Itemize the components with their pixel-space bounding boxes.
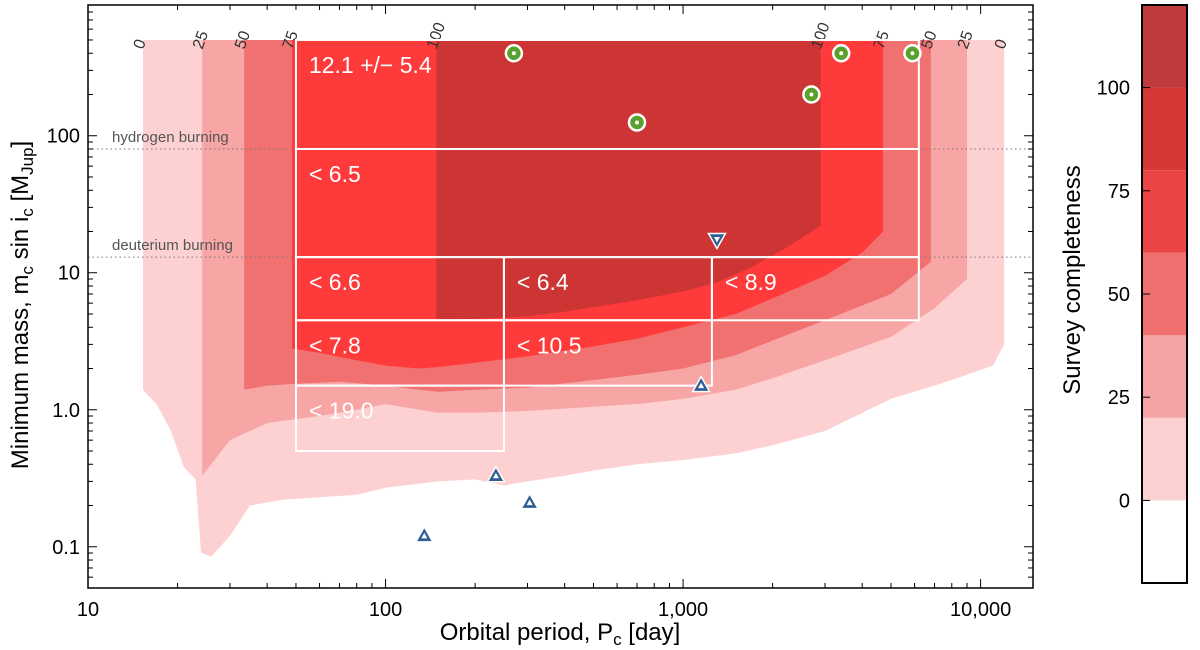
colorbar-tick-label-2: 50 xyxy=(1108,284,1130,306)
period-marker-label-2: 50 xyxy=(232,29,254,52)
completeness-regions xyxy=(143,40,1005,557)
frequency-box-label-2: < 6.6 xyxy=(309,269,361,295)
detection-circle-3 xyxy=(831,44,851,63)
colorbar: 0 25 50 75 100 xyxy=(1097,4,1188,584)
period-marker-labels: 0 25 50 75 100 100 75 50 25 0 xyxy=(131,20,1011,51)
frequency-box-label-5: < 7.8 xyxy=(309,332,361,358)
period-marker-label-8: 25 xyxy=(955,29,977,52)
colorbar-tick-label-0: 0 xyxy=(1119,490,1130,512)
x-tick-label-1: 100 xyxy=(369,599,402,621)
frequency-box-label-4: < 8.9 xyxy=(725,269,777,295)
colorbar-tick-label-4: 100 xyxy=(1097,78,1130,100)
colorbar-band-4 xyxy=(1142,170,1187,253)
frequency-boxes: 12.1 +/− 5.4 < 6.5 < 6.6 < 6.4 < 8.9 < 7.8 < 1… xyxy=(294,38,920,452)
colorbar-band-1 xyxy=(1142,417,1187,501)
detections xyxy=(414,44,922,543)
x-axis-title: Orbital period, Pc [day] xyxy=(440,619,681,649)
plot-axes: 10 100 1,000 10,000 0.1 1.0 10 100 xyxy=(47,4,1034,621)
frequency-box-label-1: < 6.5 xyxy=(309,161,361,187)
detection-triangle-up-7 xyxy=(519,492,540,510)
colorbar-band-2 xyxy=(1142,335,1187,418)
x-tick-label-3: 10,000 xyxy=(950,599,1011,621)
colorbar-title: Survey completeness xyxy=(1059,165,1086,394)
frequency-box-6 xyxy=(502,319,713,387)
detection-triangle-up-6 xyxy=(486,465,506,483)
detection-circle-2 xyxy=(802,85,821,104)
plot-frame xyxy=(87,4,1034,589)
x-tick-label-0: 10 xyxy=(77,599,99,621)
y-axis-title: Minimum mass, mc sin ic [MJup] xyxy=(7,141,37,469)
frequency-box-label-0: 12.1 +/− 5.4 xyxy=(309,52,432,78)
frequency-box-label-7: < 19.0 xyxy=(309,398,374,424)
detection-triangle-down-9 xyxy=(707,232,727,250)
period-marker-label-7: 50 xyxy=(919,29,941,52)
y-tick-label-0: 0.1 xyxy=(52,537,80,559)
y-tick-label-3: 100 xyxy=(47,126,80,148)
colorbar-band-6 xyxy=(1142,5,1187,88)
reference-label-1: deuterium burning xyxy=(112,237,233,254)
period-marker-label-0: 0 xyxy=(131,37,150,51)
frequency-box-label-6: < 10.5 xyxy=(517,332,582,358)
frequency-box-label-3: < 6.4 xyxy=(517,269,569,295)
detection-circle-0 xyxy=(504,44,524,63)
colorbar-band-0 xyxy=(1142,500,1187,583)
detection-triangle-up-5 xyxy=(414,525,435,543)
detection-circle-4 xyxy=(903,44,922,63)
frequency-box-7 xyxy=(294,384,505,452)
frequency-box-4 xyxy=(710,256,920,322)
reference-label-0: hydrogen burning xyxy=(112,129,229,146)
completeness-region-100 xyxy=(436,40,821,321)
period-marker-label-1: 25 xyxy=(190,29,212,52)
colorbar-tick-label-3: 75 xyxy=(1108,181,1130,203)
colorbar-tick-label-1: 25 xyxy=(1108,387,1130,409)
y-tick-label-2: 10 xyxy=(58,263,80,285)
detection-triangle-up-8 xyxy=(691,375,711,393)
colorbar-band-5 xyxy=(1142,87,1187,171)
x-tick-label-2: 1,000 xyxy=(658,599,708,621)
y-tick-label-1: 1.0 xyxy=(52,400,80,422)
detection-circle-1 xyxy=(627,113,647,132)
